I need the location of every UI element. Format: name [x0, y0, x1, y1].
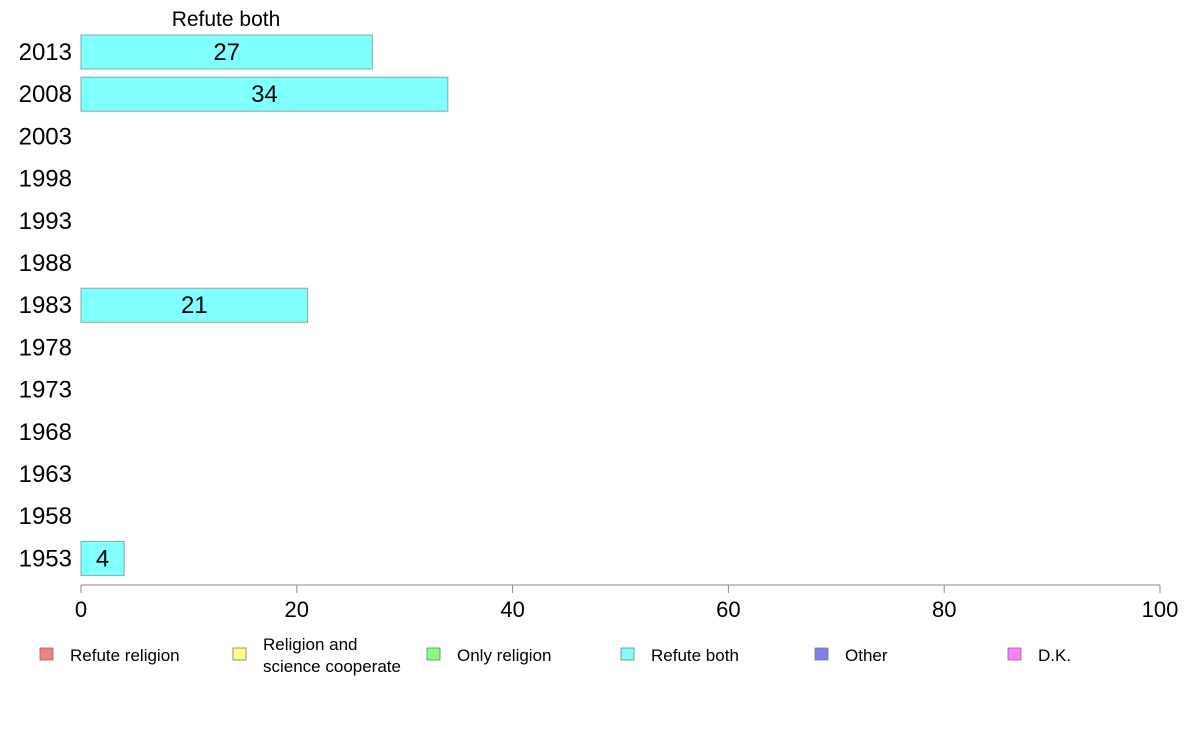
category-label-2003: 2003: [19, 123, 72, 150]
category-label-1953: 1953: [19, 545, 72, 572]
legend: Refute religion Religion and science coope…: [39, 635, 1071, 676]
category-label-2008: 2008: [19, 81, 72, 108]
x-tick-label-100: 100: [1142, 597, 1179, 622]
legend-swatch-other: [814, 647, 829, 661]
bar-label-1953: 4: [96, 545, 109, 572]
legend-swatch-only-religion: [426, 647, 441, 661]
bar-2013: [80, 34, 373, 70]
category-label-1993: 1993: [19, 208, 72, 235]
category-label-2013: 2013: [19, 39, 72, 66]
category-label-1978: 1978: [19, 334, 72, 361]
legend-swatch-refute-both: [620, 647, 635, 661]
x-tick-label-60: 60: [716, 597, 740, 622]
legend-label-other: Other: [845, 646, 888, 665]
x-tick-label-40: 40: [500, 597, 524, 622]
legend-label-religion-and-science-cooperate: Religion and science cooperate: [263, 635, 401, 676]
bar-1983: [80, 287, 309, 323]
legend-label-refute-religion: Refute religion: [70, 646, 180, 665]
category-label-1958: 1958: [19, 503, 72, 530]
bar-2008: [80, 76, 449, 112]
category-label-1988: 1988: [19, 250, 72, 277]
chart-title: Refute both: [172, 8, 281, 31]
x-axis: 0 20 40 60 80 100: [75, 584, 1179, 622]
legend-label-only-religion: Only religion: [457, 646, 552, 665]
legend-swatch-refute-religion: [39, 647, 54, 661]
bar-label-1983: 21: [181, 292, 208, 319]
bar-label-2008: 34: [251, 81, 278, 108]
x-tick-label-20: 20: [285, 597, 309, 622]
legend-label-refute-both: Refute both: [651, 646, 739, 665]
bar-label-2013: 27: [213, 39, 240, 66]
category-labels: 2013 2008 2003 1998 1993 1988 1983 1978 1973 1968…: [19, 39, 72, 572]
bar-1953: [80, 540, 125, 576]
category-label-1968: 1968: [19, 419, 72, 446]
legend-swatch-d-k-: [1007, 647, 1022, 661]
category-label-1963: 1963: [19, 461, 72, 488]
legend-label-d-k-: D.K.: [1038, 646, 1071, 665]
x-tick-label-0: 0: [75, 597, 87, 622]
legend-swatch-religion-and-science-cooperate: [232, 647, 247, 661]
category-label-1973: 1973: [19, 377, 72, 404]
category-label-1983: 1983: [19, 292, 72, 319]
bars-group: 27 34 21 4: [80, 34, 449, 576]
category-label-1998: 1998: [19, 166, 72, 193]
x-tick-label-80: 80: [932, 597, 956, 622]
